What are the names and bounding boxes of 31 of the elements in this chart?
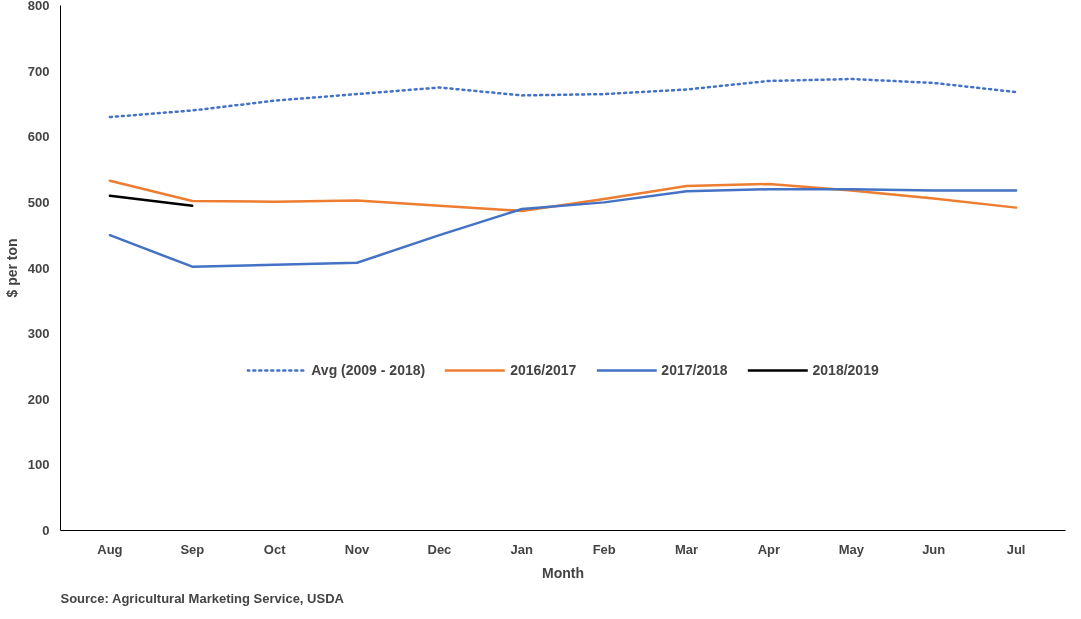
x-tick-label: Jan bbox=[510, 541, 534, 557]
legend-label: 2017/2018 bbox=[661, 362, 728, 378]
x-tick-label: Sep bbox=[180, 541, 205, 557]
source-note: Source: Agricultural Marketing Service, USDA bbox=[60, 590, 345, 606]
x-tick-label: Dec bbox=[427, 541, 452, 557]
legend-label: 2018/2019 bbox=[812, 362, 879, 378]
y-tick-label: 200 bbox=[27, 391, 50, 407]
x-tick-label: Apr bbox=[757, 541, 781, 557]
x-tick-label: Aug bbox=[97, 541, 123, 557]
y-tick-label: 700 bbox=[27, 63, 50, 79]
x-axis-title: Month bbox=[542, 564, 584, 581]
x-tick-label: Mar bbox=[675, 541, 699, 557]
y-axis-title: $ per ton bbox=[3, 238, 20, 298]
x-tick-label: May bbox=[838, 541, 865, 557]
line-series bbox=[108, 77, 1018, 119]
legend-label: Avg (2009 - 2018) bbox=[311, 362, 426, 378]
x-tick-label: Oct bbox=[263, 541, 287, 557]
x-tick-label: Feb bbox=[592, 541, 616, 557]
x-tick-label: Jun bbox=[922, 541, 946, 557]
legend-label: 2016/2017 bbox=[510, 362, 577, 378]
line-series bbox=[108, 179, 1018, 213]
line-series bbox=[108, 188, 1018, 268]
x-tick-label: Nov bbox=[344, 541, 371, 557]
y-tick-label: 100 bbox=[27, 457, 50, 473]
y-tick-label: 500 bbox=[27, 194, 50, 210]
y-tick-label: 400 bbox=[27, 260, 50, 276]
y-tick-label: 800 bbox=[27, 0, 50, 13]
y-tick-label: 0 bbox=[42, 523, 50, 538]
y-tick-label: 300 bbox=[27, 326, 50, 342]
y-tick-label: 600 bbox=[27, 129, 50, 145]
x-tick-label: Jul bbox=[1006, 541, 1026, 557]
